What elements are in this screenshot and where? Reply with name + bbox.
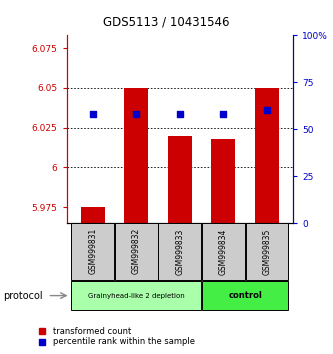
Bar (159, 223, 201, 280)
Point (177, 112, 182, 117)
Bar (202, 281, 288, 310)
Bar (115, 223, 158, 280)
Text: GSM999832: GSM999832 (132, 228, 141, 274)
Point (221, 112, 226, 117)
Bar (71, 223, 114, 280)
Bar (245, 223, 288, 280)
Text: GSM999835: GSM999835 (262, 228, 271, 275)
Text: GSM999831: GSM999831 (88, 228, 97, 274)
Text: GDS5113 / 10431546: GDS5113 / 10431546 (103, 16, 230, 29)
Bar (202, 223, 245, 280)
Point (90, 112, 95, 117)
Bar (211, 139, 235, 223)
Text: control: control (228, 291, 262, 300)
Bar (255, 88, 279, 223)
Text: GSM999834: GSM999834 (219, 228, 228, 275)
Bar (71, 281, 201, 310)
Bar (81, 207, 105, 223)
Legend: transformed count, percentile rank within the sample: transformed count, percentile rank withi… (31, 324, 199, 350)
Point (264, 108, 270, 113)
Text: Grainyhead-like 2 depletion: Grainyhead-like 2 depletion (88, 293, 185, 298)
Bar (168, 136, 192, 223)
Text: protocol: protocol (3, 291, 43, 301)
Point (134, 112, 139, 117)
Text: GSM999833: GSM999833 (175, 228, 184, 275)
Bar (124, 88, 148, 223)
